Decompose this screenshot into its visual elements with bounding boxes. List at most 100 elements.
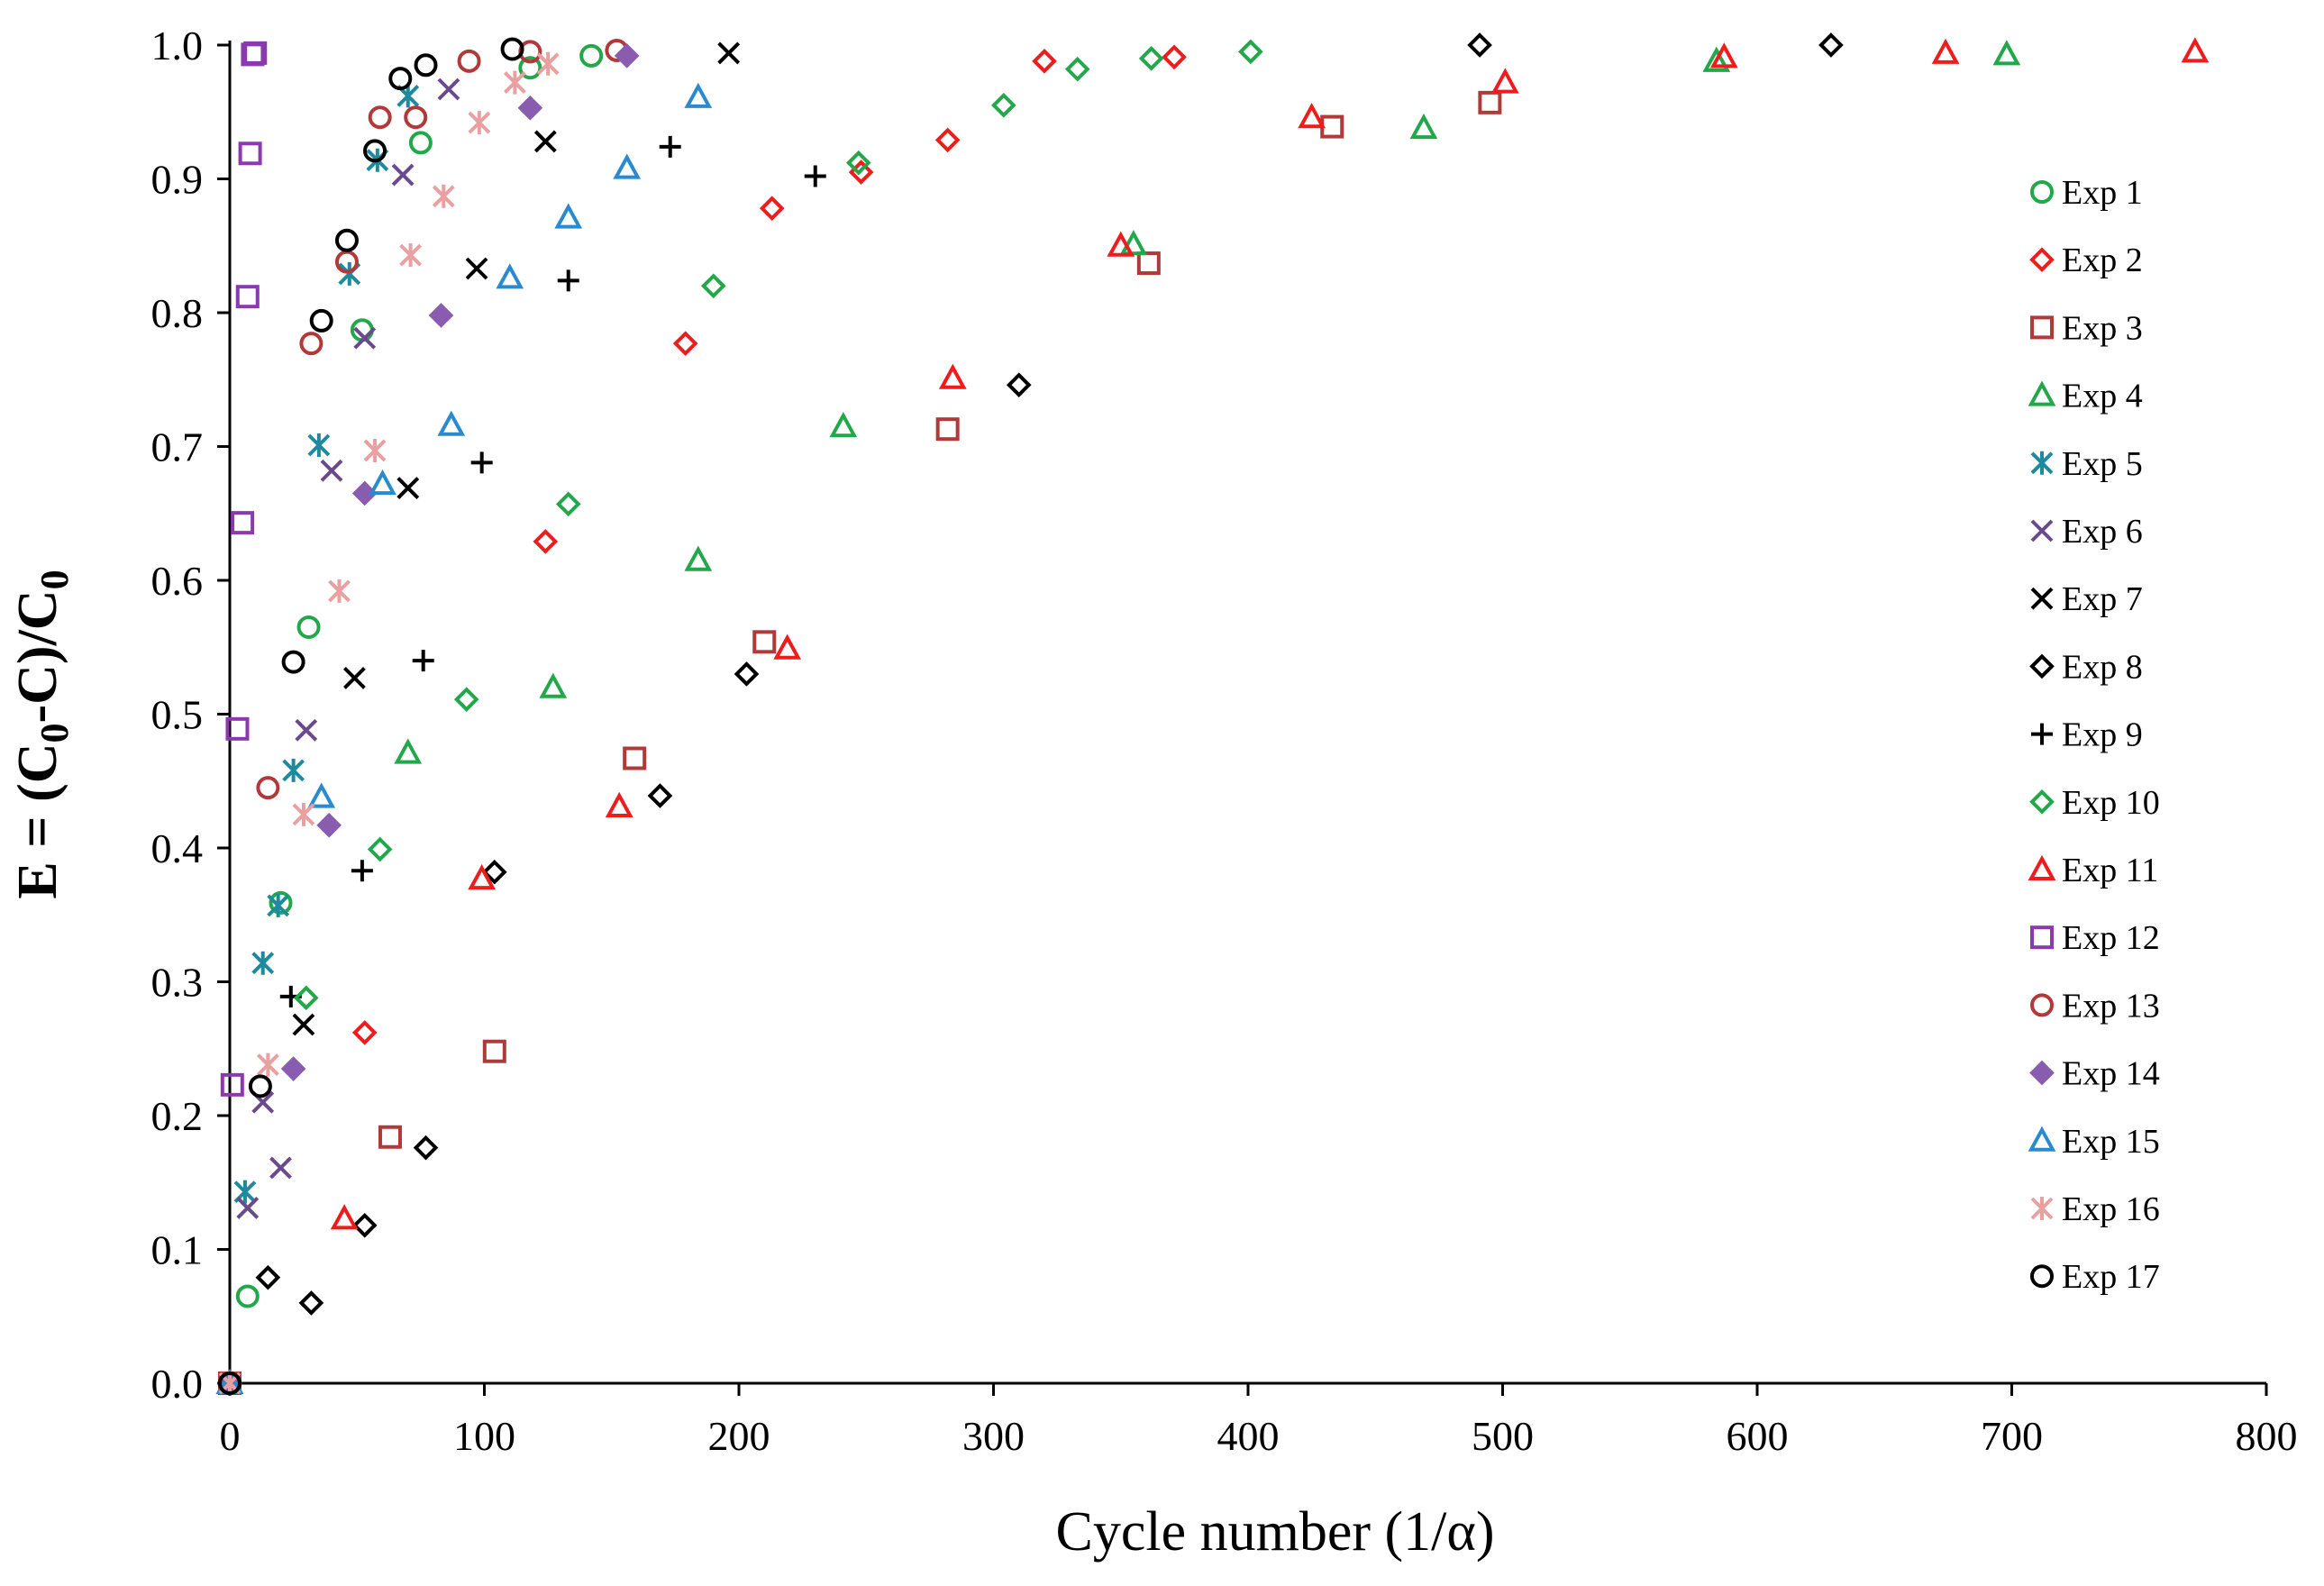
legend-label: Exp 9 [2062,716,2143,754]
data-point [413,1135,439,1161]
data-point [269,1156,292,1180]
series-exp-15 [215,82,713,1394]
legend-label: Exp 11 [2062,852,2158,889]
data-point [412,650,434,672]
legend-item: Exp 8 [2029,648,2143,686]
legend-item: Exp 10 [2029,784,2160,822]
data-point [613,153,642,179]
data-point [296,615,321,639]
data-point [481,859,507,885]
data-point [1032,48,1057,74]
data-point [539,672,568,698]
data-point [299,332,324,356]
data-point [734,661,760,687]
x-tick-label: 800 [2236,1413,2298,1459]
y-tick-label: 0.8 [151,290,204,336]
data-point [428,303,454,328]
data-point [316,812,342,838]
data-point [437,410,466,436]
legend-marker [2030,993,2054,1017]
legend-item: Exp 5 [2030,445,2143,483]
data-point [292,1013,315,1036]
legend-marker [2030,519,2054,542]
data-point [298,1290,324,1316]
legend-item: Exp 2 [2029,242,2143,279]
data-point [388,67,413,91]
series-exp-17 [218,37,524,1395]
data-point [255,1264,281,1290]
data-point [328,579,351,603]
y-axis-title-mid: -C)/C [7,589,68,723]
data-point [1467,32,1492,58]
data-point [773,633,802,660]
data-point [1478,90,1502,114]
legend-label: Exp 3 [2062,309,2143,347]
data-point [378,1125,402,1149]
data-point [1992,40,2021,66]
legend-marker [2030,587,2054,610]
legend-item: Exp 12 [2030,919,2160,957]
y-tick-label: 0.4 [151,825,204,871]
data-point [759,196,785,221]
data-point [2181,37,2210,63]
data-point [623,746,647,770]
x-tick-label: 300 [962,1413,1025,1459]
legend-item: Exp 11 [2028,852,2158,889]
legend-label: Exp 4 [2062,378,2143,415]
data-point [536,51,560,76]
legend-marker [2030,1197,2054,1220]
legend-item: Exp 3 [2030,309,2143,347]
data-point [391,163,415,187]
legend-item: Exp 6 [2030,513,2143,551]
data-point [468,111,491,135]
legend-item: Exp 14 [2029,1055,2160,1093]
data-point [330,1204,359,1230]
data-point [1490,68,1519,94]
series-exp-12 [220,41,268,1097]
data-point [647,783,673,808]
data-point [243,41,268,65]
legend-marker [2030,451,2054,475]
x-axis-title: Cycle number (1/α) [1055,1501,1494,1563]
data-point [343,666,366,689]
legend-label: Exp 6 [2062,513,2143,551]
data-point [353,326,377,350]
data-point [235,285,260,309]
data-point [700,273,726,299]
legend-marker [2030,1264,2054,1289]
data-point [295,718,318,742]
data-point [256,776,280,800]
data-point [351,1212,378,1238]
data-point [684,82,713,108]
data-point [235,1284,260,1308]
legend-marker [2029,247,2055,273]
data-point [292,802,315,826]
data-point [1138,46,1164,71]
legend-label: Exp 2 [2062,242,2143,279]
legend-item: Exp 13 [2030,987,2160,1025]
data-point [251,951,275,975]
data-point [1931,38,1960,64]
data-point [248,1074,272,1098]
data-point [457,49,481,73]
y-tick-label: 1.0 [151,23,204,68]
legend-item: Exp 1 [2030,174,2143,212]
legend-marker [2028,380,2056,406]
data-point [1136,251,1161,276]
legend-item: Exp 15 [2028,1123,2160,1161]
x-tick-label: 0 [220,1413,241,1459]
legend-label: Exp 13 [2062,987,2160,1025]
data-point [307,782,336,808]
data-point [351,1020,378,1045]
legend-label: Exp 15 [2062,1123,2160,1161]
data-point [684,545,713,571]
data-point [470,451,493,474]
data-point [1162,44,1187,70]
data-point [804,165,826,187]
data-point [1702,46,1731,72]
data-point [1409,113,1438,140]
y-tick-label: 0.9 [151,157,204,203]
legend-item: Exp 16 [2030,1190,2160,1228]
data-point [1709,42,1738,68]
